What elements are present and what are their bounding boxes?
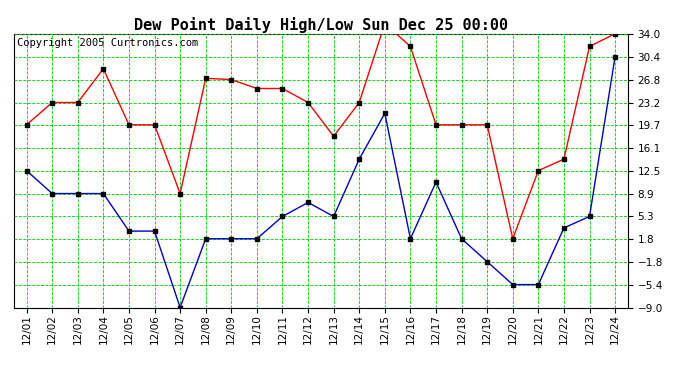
Title: Dew Point Daily High/Low Sun Dec 25 00:00: Dew Point Daily High/Low Sun Dec 25 00:0… bbox=[134, 16, 508, 33]
Text: Copyright 2005 Curtronics.com: Copyright 2005 Curtronics.com bbox=[17, 38, 198, 48]
